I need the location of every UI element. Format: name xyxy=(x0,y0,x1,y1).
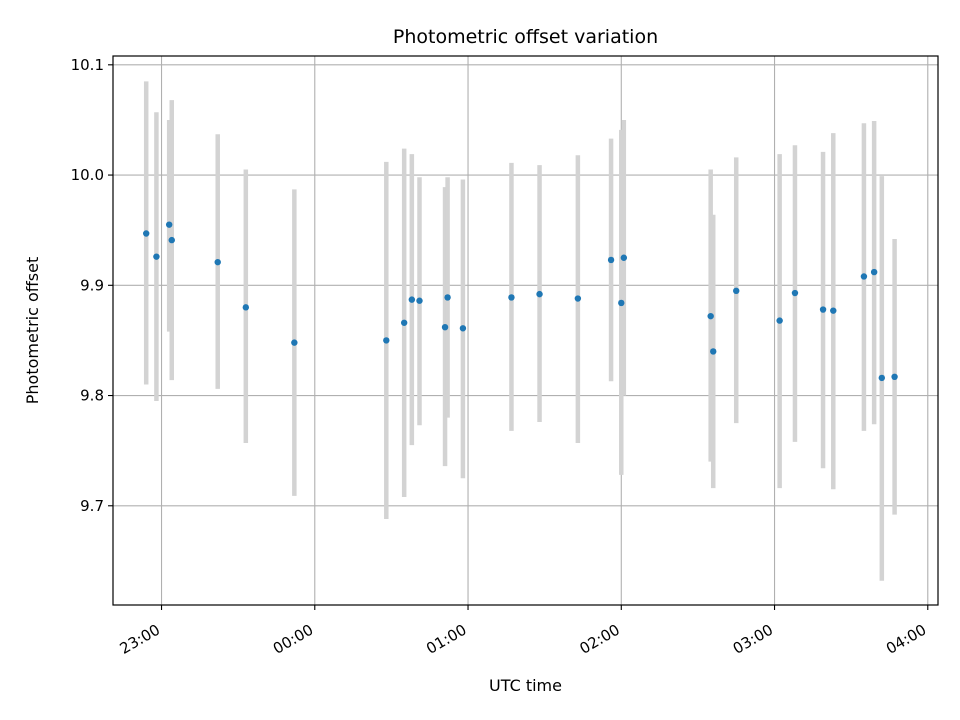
data-point xyxy=(620,254,628,261)
y-tick-label: 9.7 xyxy=(80,497,104,515)
data-point xyxy=(444,294,451,301)
data-point xyxy=(707,312,714,320)
data-point xyxy=(860,273,868,280)
data-point xyxy=(408,296,416,303)
data-point xyxy=(878,374,886,382)
data-point xyxy=(165,221,173,228)
data-point xyxy=(733,287,740,295)
data-point xyxy=(710,348,717,355)
data-point xyxy=(143,230,150,237)
grid xyxy=(113,56,938,605)
data-point xyxy=(870,268,878,276)
data-point xyxy=(830,307,837,314)
data-point xyxy=(891,373,898,381)
data-point xyxy=(242,304,250,311)
data-point xyxy=(400,319,408,326)
data-point xyxy=(819,306,827,313)
data-point xyxy=(291,339,298,346)
y-tick-label: 10.0 xyxy=(71,166,104,184)
y-axis-label: Photometric offset xyxy=(23,257,42,405)
data-point xyxy=(214,258,221,266)
data-point xyxy=(574,295,582,302)
y-axis-ticks: 9.7 9.8 9.9 10.0 10.1 xyxy=(71,56,113,515)
plot-frame xyxy=(112,55,939,606)
y-tick-label: 9.9 xyxy=(80,276,104,294)
data-point xyxy=(536,290,543,298)
y-tick-label: 9.8 xyxy=(80,387,104,405)
data-point xyxy=(459,325,467,332)
data-point xyxy=(153,253,160,260)
data-point xyxy=(508,294,515,301)
data-point xyxy=(618,299,625,307)
y-tick-label: 10.1 xyxy=(71,56,104,74)
data-point xyxy=(776,317,783,324)
data-point xyxy=(607,256,615,264)
data-points xyxy=(143,221,898,382)
data-point xyxy=(441,323,449,331)
data-point xyxy=(168,236,175,244)
data-point xyxy=(416,297,423,304)
x-axis-label: UTC time xyxy=(489,676,562,695)
data-point xyxy=(383,337,390,344)
chart-title: Photometric offset variation xyxy=(393,26,658,48)
data-point xyxy=(791,289,799,297)
